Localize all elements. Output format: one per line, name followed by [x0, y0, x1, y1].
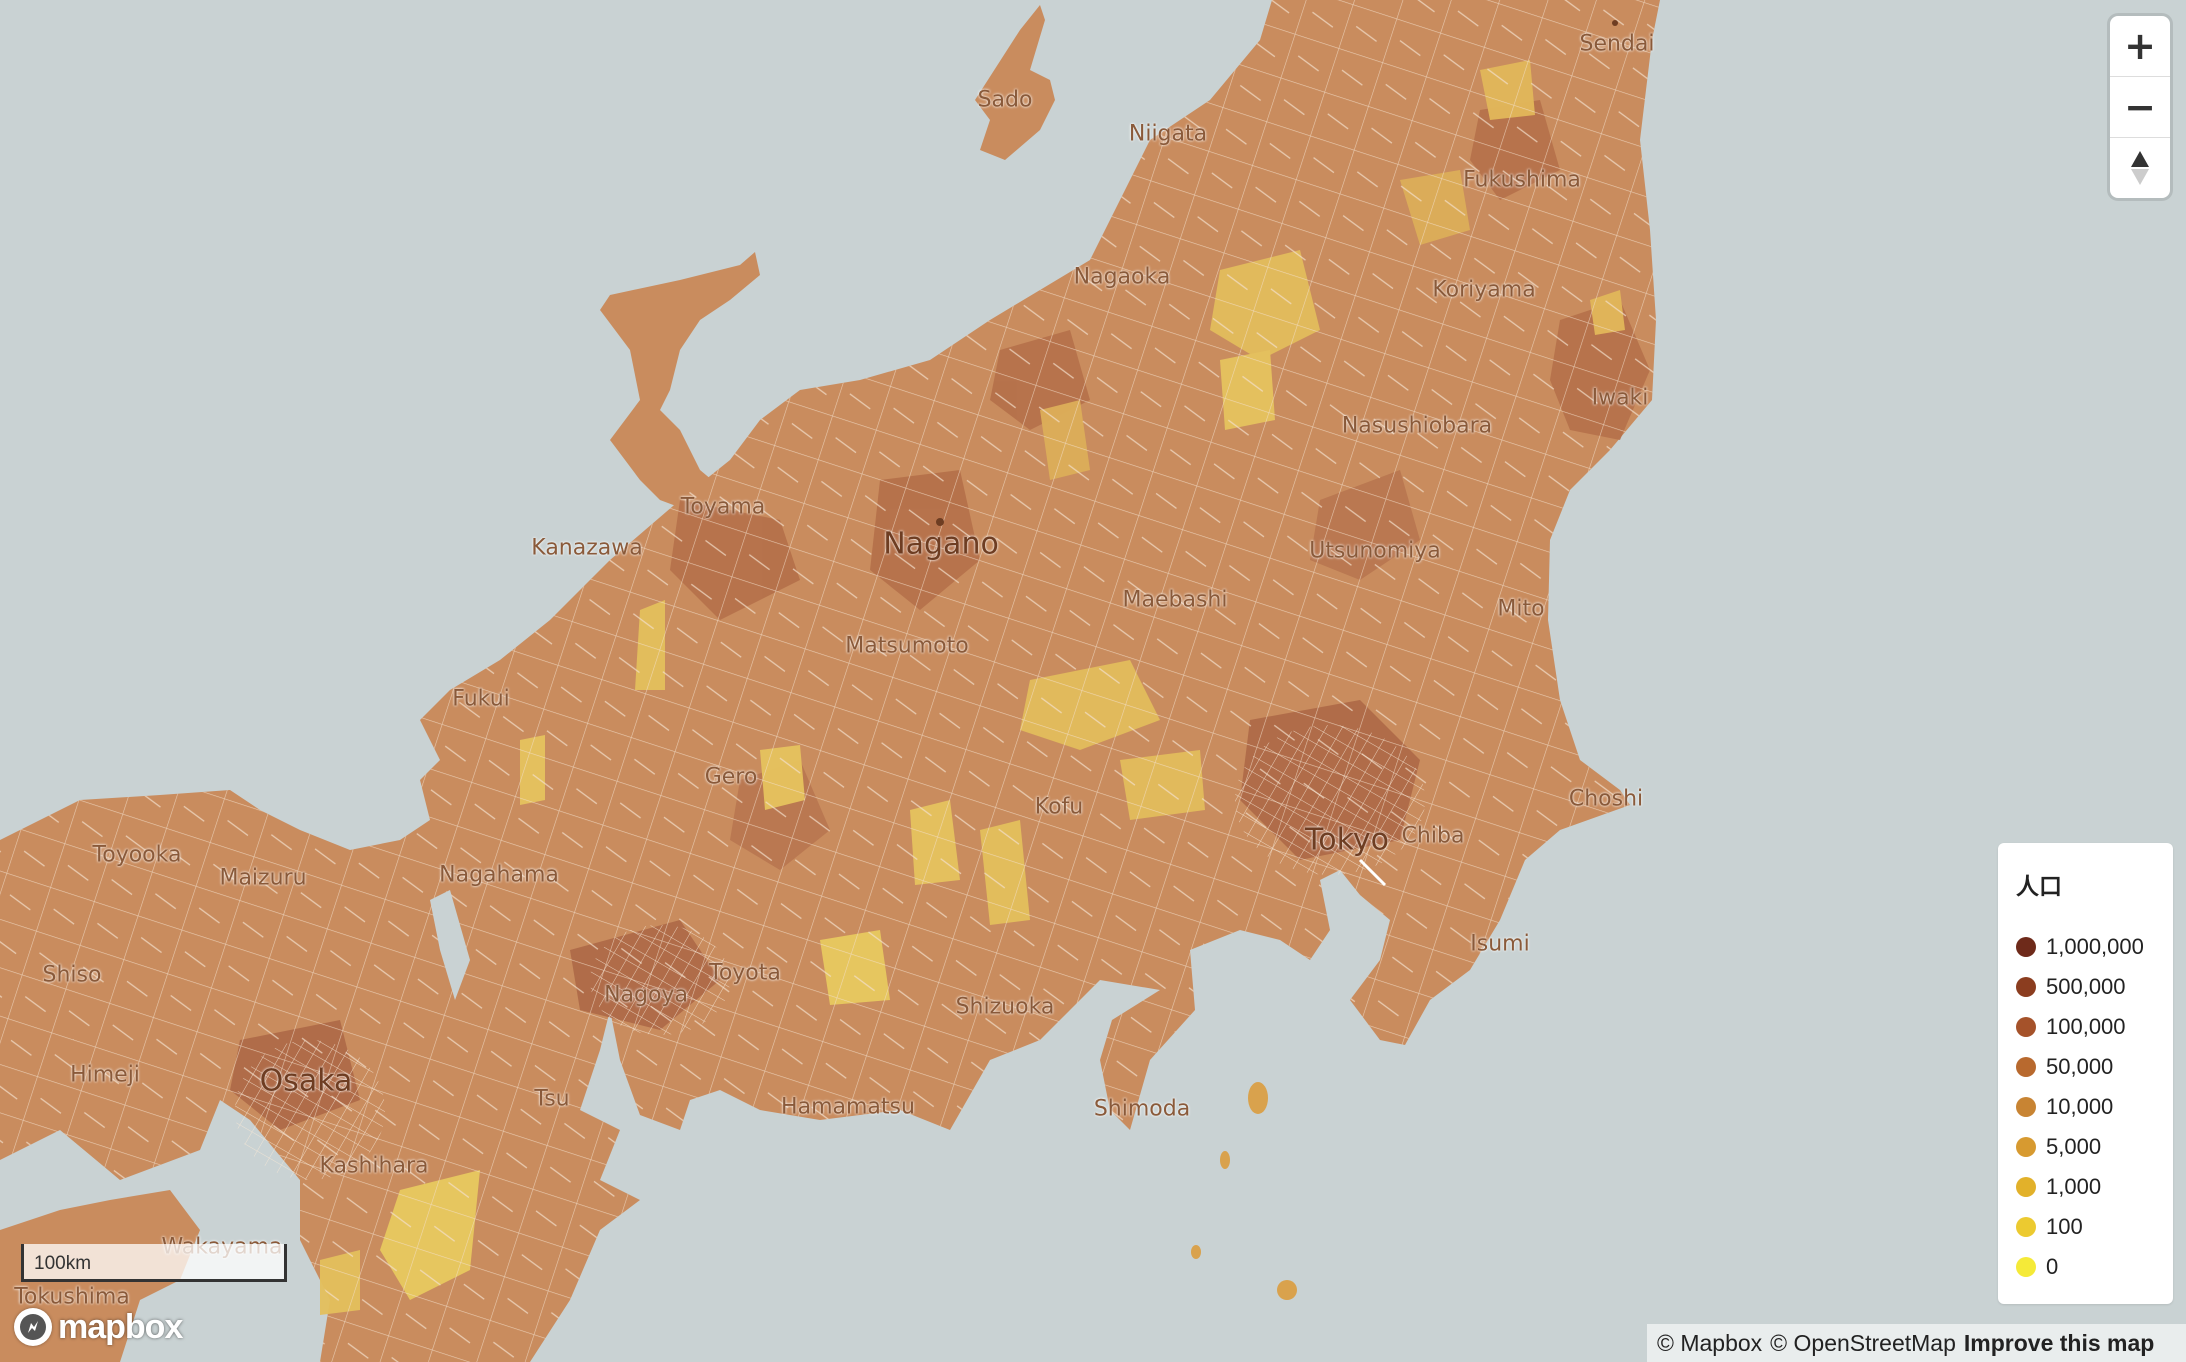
legend-swatch [2016, 1017, 2036, 1037]
legend-swatch [2016, 1137, 2036, 1157]
legend-title: 人口 [2016, 873, 2062, 899]
legend-label: 50,000 [2046, 1054, 2114, 1079]
legend-swatch [2016, 1097, 2036, 1117]
legend-swatch [2016, 977, 2036, 997]
legend-label: 10,000 [2046, 1094, 2114, 1119]
noto-peninsula [600, 252, 760, 515]
mapbox-logo[interactable]: mapbox [14, 1306, 183, 1348]
legend-item: 10,000 [2016, 1087, 2155, 1127]
legend-label: 100 [2046, 1214, 2083, 1239]
legend-swatch [2016, 1177, 2036, 1197]
zoom-in-button[interactable]: + [2124, 24, 2156, 68]
legend-label: 1,000,000 [2046, 934, 2144, 959]
compass-icon [2131, 151, 2149, 185]
legend-item: 100,000 [2016, 1007, 2155, 1047]
legend-label: 500,000 [2046, 974, 2126, 999]
legend-item: 5,000 [2016, 1127, 2155, 1167]
attribution-bar: © Mapbox © OpenStreetMap Improve this ma… [1647, 1324, 2186, 1362]
mapbox-logo-text: mapbox [58, 1307, 183, 1346]
legend-swatch [2016, 937, 2036, 957]
legend-item: 1,000 [2016, 1167, 2155, 1207]
navigation-control: + − [2110, 16, 2170, 198]
legend-swatch [2016, 1217, 2036, 1237]
zoom-out-button[interactable]: − [2110, 76, 2170, 137]
legend-item: 50,000 [2016, 1047, 2155, 1087]
legend-swatch [2016, 1057, 2036, 1077]
attribution-mapbox-link[interactable]: © Mapbox [1657, 1329, 1763, 1356]
legend-label: 5,000 [2046, 1134, 2102, 1159]
legend-swatch [2016, 1257, 2036, 1277]
legend-item: 100 [2016, 1207, 2155, 1247]
legend-items: 1,000,000 500,000 100,000 50,000 10,000 5,000… [2016, 927, 2155, 1287]
improve-map-link[interactable]: Improve this map [1963, 1329, 2155, 1356]
population-legend: 人口 1,000,000 500,000 100,000 50,000 10,000 5,… [1998, 843, 2173, 1304]
mapbox-logo-icon [14, 1308, 52, 1346]
attribution-osm-link[interactable]: © OpenStreetMap [1770, 1329, 1956, 1356]
compass-button[interactable] [2110, 137, 2170, 198]
sado-island [975, 5, 1055, 160]
legend-label: 0 [2046, 1254, 2059, 1279]
legend-item: 1,000,000 [2016, 927, 2155, 967]
legend-label: 100,000 [2046, 1014, 2126, 1039]
legend-label: 1,000 [2046, 1174, 2102, 1199]
legend-item: 0 [2016, 1247, 2155, 1287]
legend-item: 500,000 [2016, 967, 2155, 1007]
scale-bar: 100km [21, 1244, 287, 1282]
